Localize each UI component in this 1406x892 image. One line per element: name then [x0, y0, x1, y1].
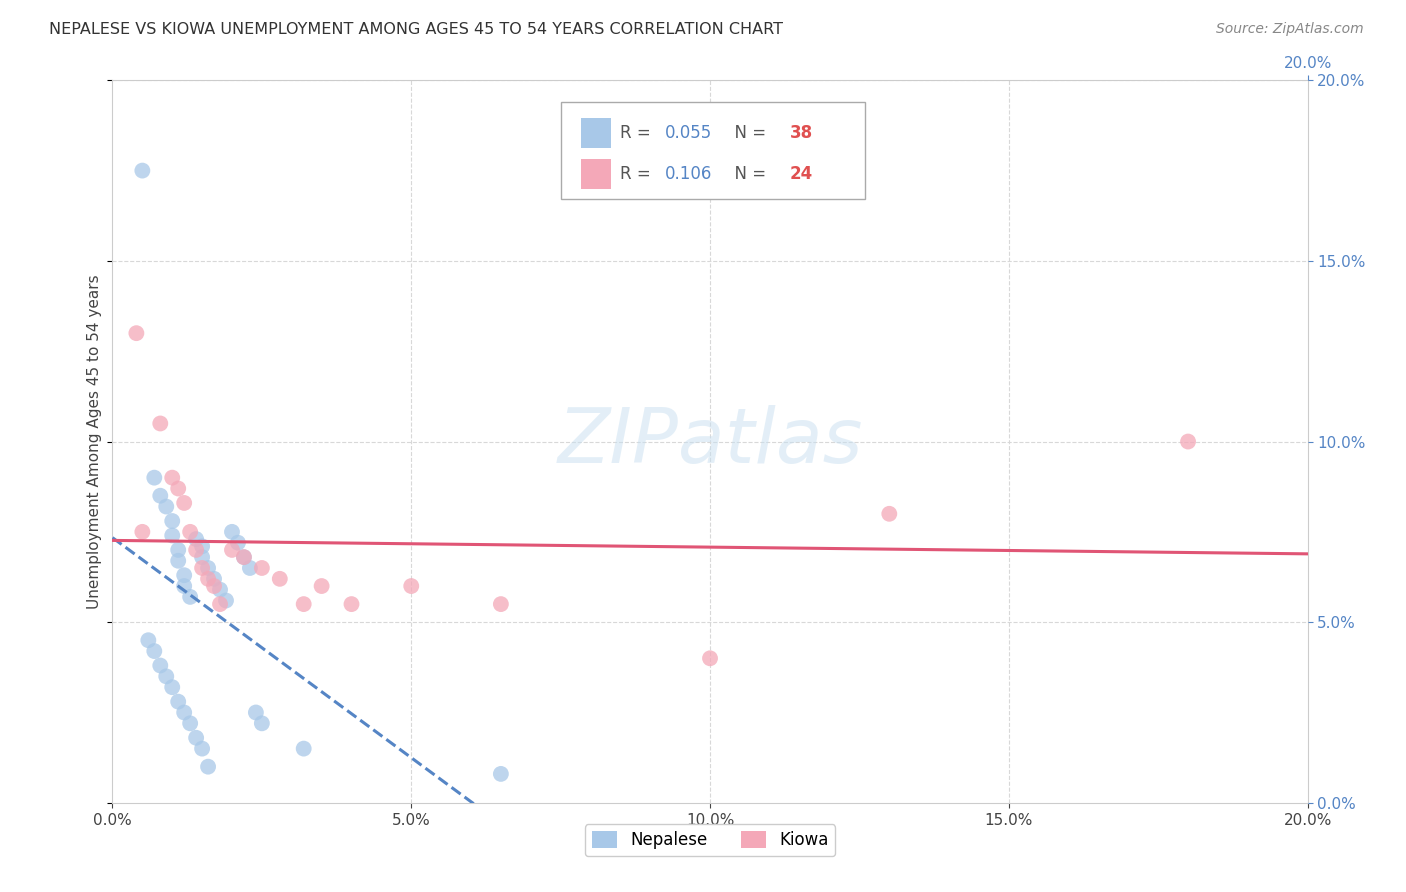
FancyBboxPatch shape	[561, 102, 866, 200]
Point	[143, 644, 166, 658]
Point	[138, 633, 160, 648]
Point	[292, 597, 315, 611]
Point	[186, 731, 208, 745]
Text: R =: R =	[620, 124, 657, 142]
Point	[179, 716, 201, 731]
Point	[173, 579, 195, 593]
Text: 0.055: 0.055	[665, 124, 711, 142]
Point	[131, 524, 153, 539]
Point	[173, 706, 195, 720]
Point	[221, 542, 243, 557]
Point	[215, 593, 238, 607]
Point	[167, 554, 190, 568]
Point	[311, 579, 333, 593]
Text: 0.106: 0.106	[665, 165, 711, 183]
Point	[167, 542, 190, 557]
Text: 24: 24	[790, 165, 813, 183]
Point	[699, 651, 721, 665]
Point	[162, 528, 183, 542]
Text: 38: 38	[790, 124, 813, 142]
Point	[125, 326, 148, 340]
Point	[131, 163, 153, 178]
Point	[179, 590, 201, 604]
Text: ZIPatlas: ZIPatlas	[557, 405, 863, 478]
Point	[269, 572, 291, 586]
Point	[489, 767, 512, 781]
Point	[149, 489, 172, 503]
Text: R =: R =	[620, 165, 657, 183]
Text: NEPALESE VS KIOWA UNEMPLOYMENT AMONG AGES 45 TO 54 YEARS CORRELATION CHART: NEPALESE VS KIOWA UNEMPLOYMENT AMONG AGE…	[49, 22, 783, 37]
Text: N =: N =	[724, 124, 772, 142]
Point	[209, 582, 232, 597]
FancyBboxPatch shape	[581, 159, 610, 189]
Point	[197, 561, 219, 575]
Point	[226, 535, 249, 549]
Point	[167, 482, 190, 496]
Text: N =: N =	[724, 165, 772, 183]
Point	[239, 561, 262, 575]
Point	[202, 579, 225, 593]
Point	[401, 579, 423, 593]
Point	[197, 572, 219, 586]
Y-axis label: Unemployment Among Ages 45 to 54 years: Unemployment Among Ages 45 to 54 years	[87, 274, 103, 609]
Point	[202, 572, 225, 586]
Point	[197, 760, 219, 774]
Point	[155, 669, 177, 683]
Legend: Nepalese, Kiowa: Nepalese, Kiowa	[585, 824, 835, 856]
Point	[191, 539, 214, 553]
Point	[173, 496, 195, 510]
Point	[245, 706, 267, 720]
Point	[149, 417, 172, 431]
Point	[191, 561, 214, 575]
Point	[162, 680, 183, 694]
Point	[233, 550, 256, 565]
Point	[186, 542, 208, 557]
Point	[143, 471, 166, 485]
Point	[1177, 434, 1199, 449]
Point	[167, 695, 190, 709]
Point	[155, 500, 177, 514]
Text: Source: ZipAtlas.com: Source: ZipAtlas.com	[1216, 22, 1364, 37]
Point	[149, 658, 172, 673]
Point	[209, 597, 232, 611]
Point	[250, 561, 273, 575]
Point	[162, 471, 183, 485]
Point	[179, 524, 201, 539]
Point	[879, 507, 901, 521]
Point	[186, 532, 208, 546]
Point	[250, 716, 273, 731]
Point	[233, 550, 256, 565]
Point	[173, 568, 195, 582]
Point	[340, 597, 363, 611]
Point	[292, 741, 315, 756]
FancyBboxPatch shape	[581, 118, 610, 148]
Point	[489, 597, 512, 611]
Point	[191, 550, 214, 565]
Point	[162, 514, 183, 528]
Point	[221, 524, 243, 539]
Point	[191, 741, 214, 756]
